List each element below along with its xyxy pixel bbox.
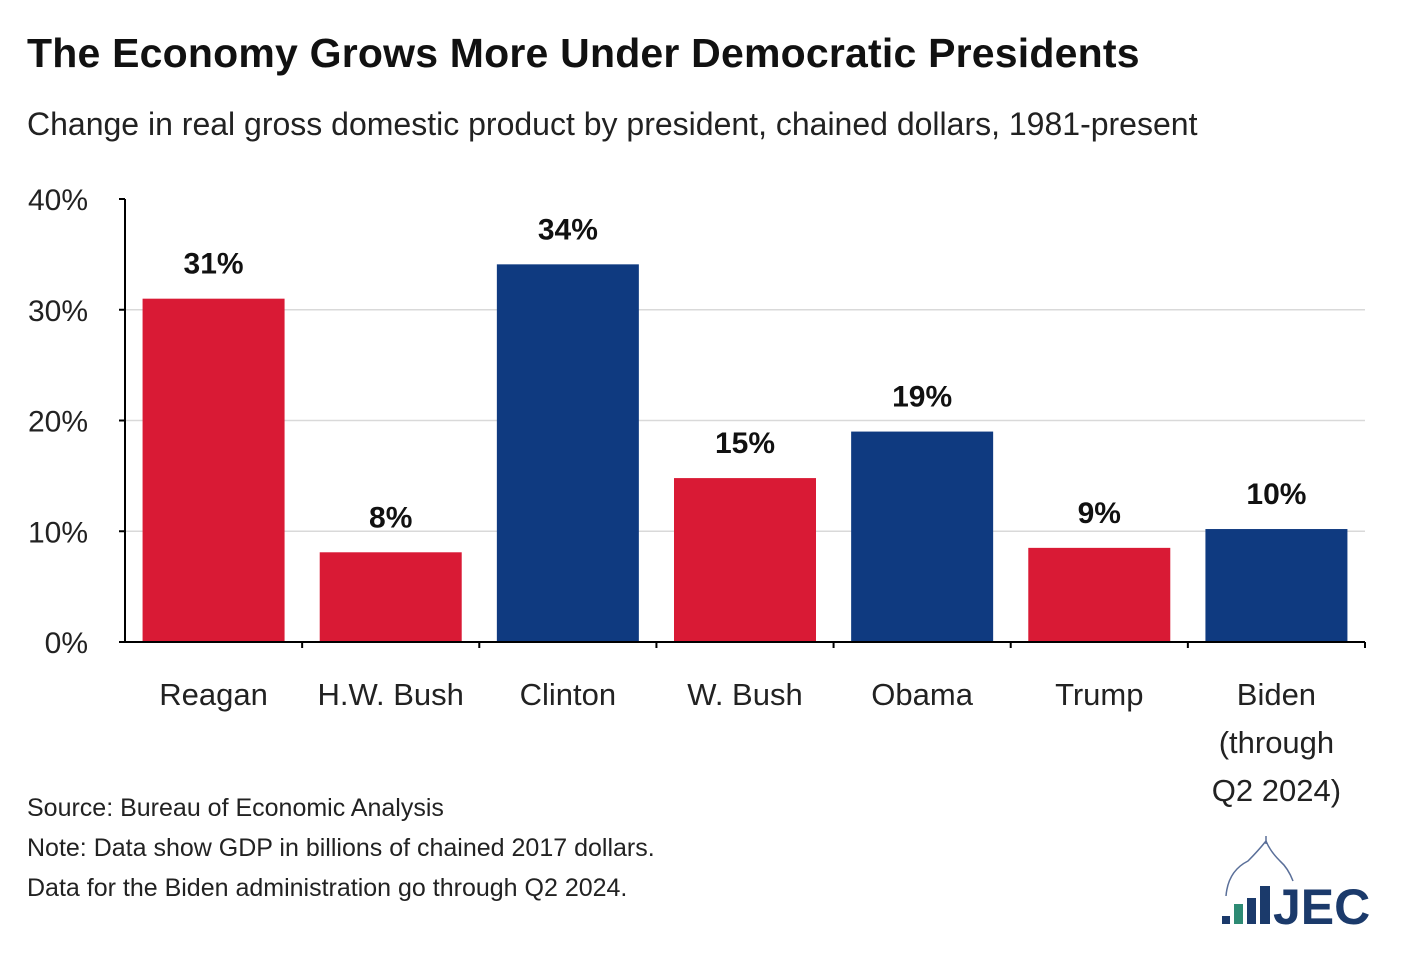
jec-logo: JEC	[1218, 836, 1388, 936]
chart-subtitle: Change in real gross domestic product by…	[27, 106, 1198, 142]
x-tick-label: Reagan	[159, 677, 268, 712]
bar-biden	[1205, 529, 1348, 642]
x-tick-label: Trump	[1055, 677, 1143, 712]
x-tick-label: Clinton	[520, 677, 617, 712]
y-tick-label: 10%	[28, 516, 88, 549]
y-tick-label: 0%	[45, 627, 88, 660]
x-tick-label: Biden	[1237, 677, 1316, 712]
data-label: 9%	[1078, 497, 1121, 530]
svg-text:JEC: JEC	[1273, 879, 1370, 931]
x-tick-label: Obama	[871, 677, 973, 712]
bar-obama	[851, 431, 994, 642]
data-label: 10%	[1246, 478, 1306, 511]
capitol-dome-icon: JEC	[1222, 836, 1370, 935]
bar-reagan	[142, 298, 285, 642]
x-tick-label: W. Bush	[687, 677, 802, 712]
bar-h-w-bush	[319, 552, 462, 642]
data-label: 34%	[538, 213, 598, 246]
biden-note: Data for the Biden administration go thr…	[27, 874, 628, 902]
chart-title: The Economy Grows More Under Democratic …	[27, 30, 1140, 76]
data-label: 19%	[892, 381, 952, 414]
y-tick-label: 40%	[28, 184, 88, 217]
x-tick-label: (through	[1219, 725, 1334, 760]
bar-clinton	[496, 264, 639, 642]
x-tick-label: Q2 2024)	[1212, 773, 1341, 808]
data-label: 31%	[184, 248, 244, 281]
data-note: Note: Data show GDP in billions of chain…	[27, 834, 655, 862]
bar-trump	[1028, 547, 1171, 642]
data-label: 8%	[369, 501, 412, 534]
y-tick-label: 20%	[28, 406, 88, 439]
x-tick-label: H.W. Bush	[317, 677, 463, 712]
source-note: Source: Bureau of Economic Analysis	[27, 794, 444, 822]
data-label: 15%	[715, 427, 775, 460]
y-tick-label: 30%	[28, 295, 88, 328]
bar-w-bush	[674, 478, 816, 642]
